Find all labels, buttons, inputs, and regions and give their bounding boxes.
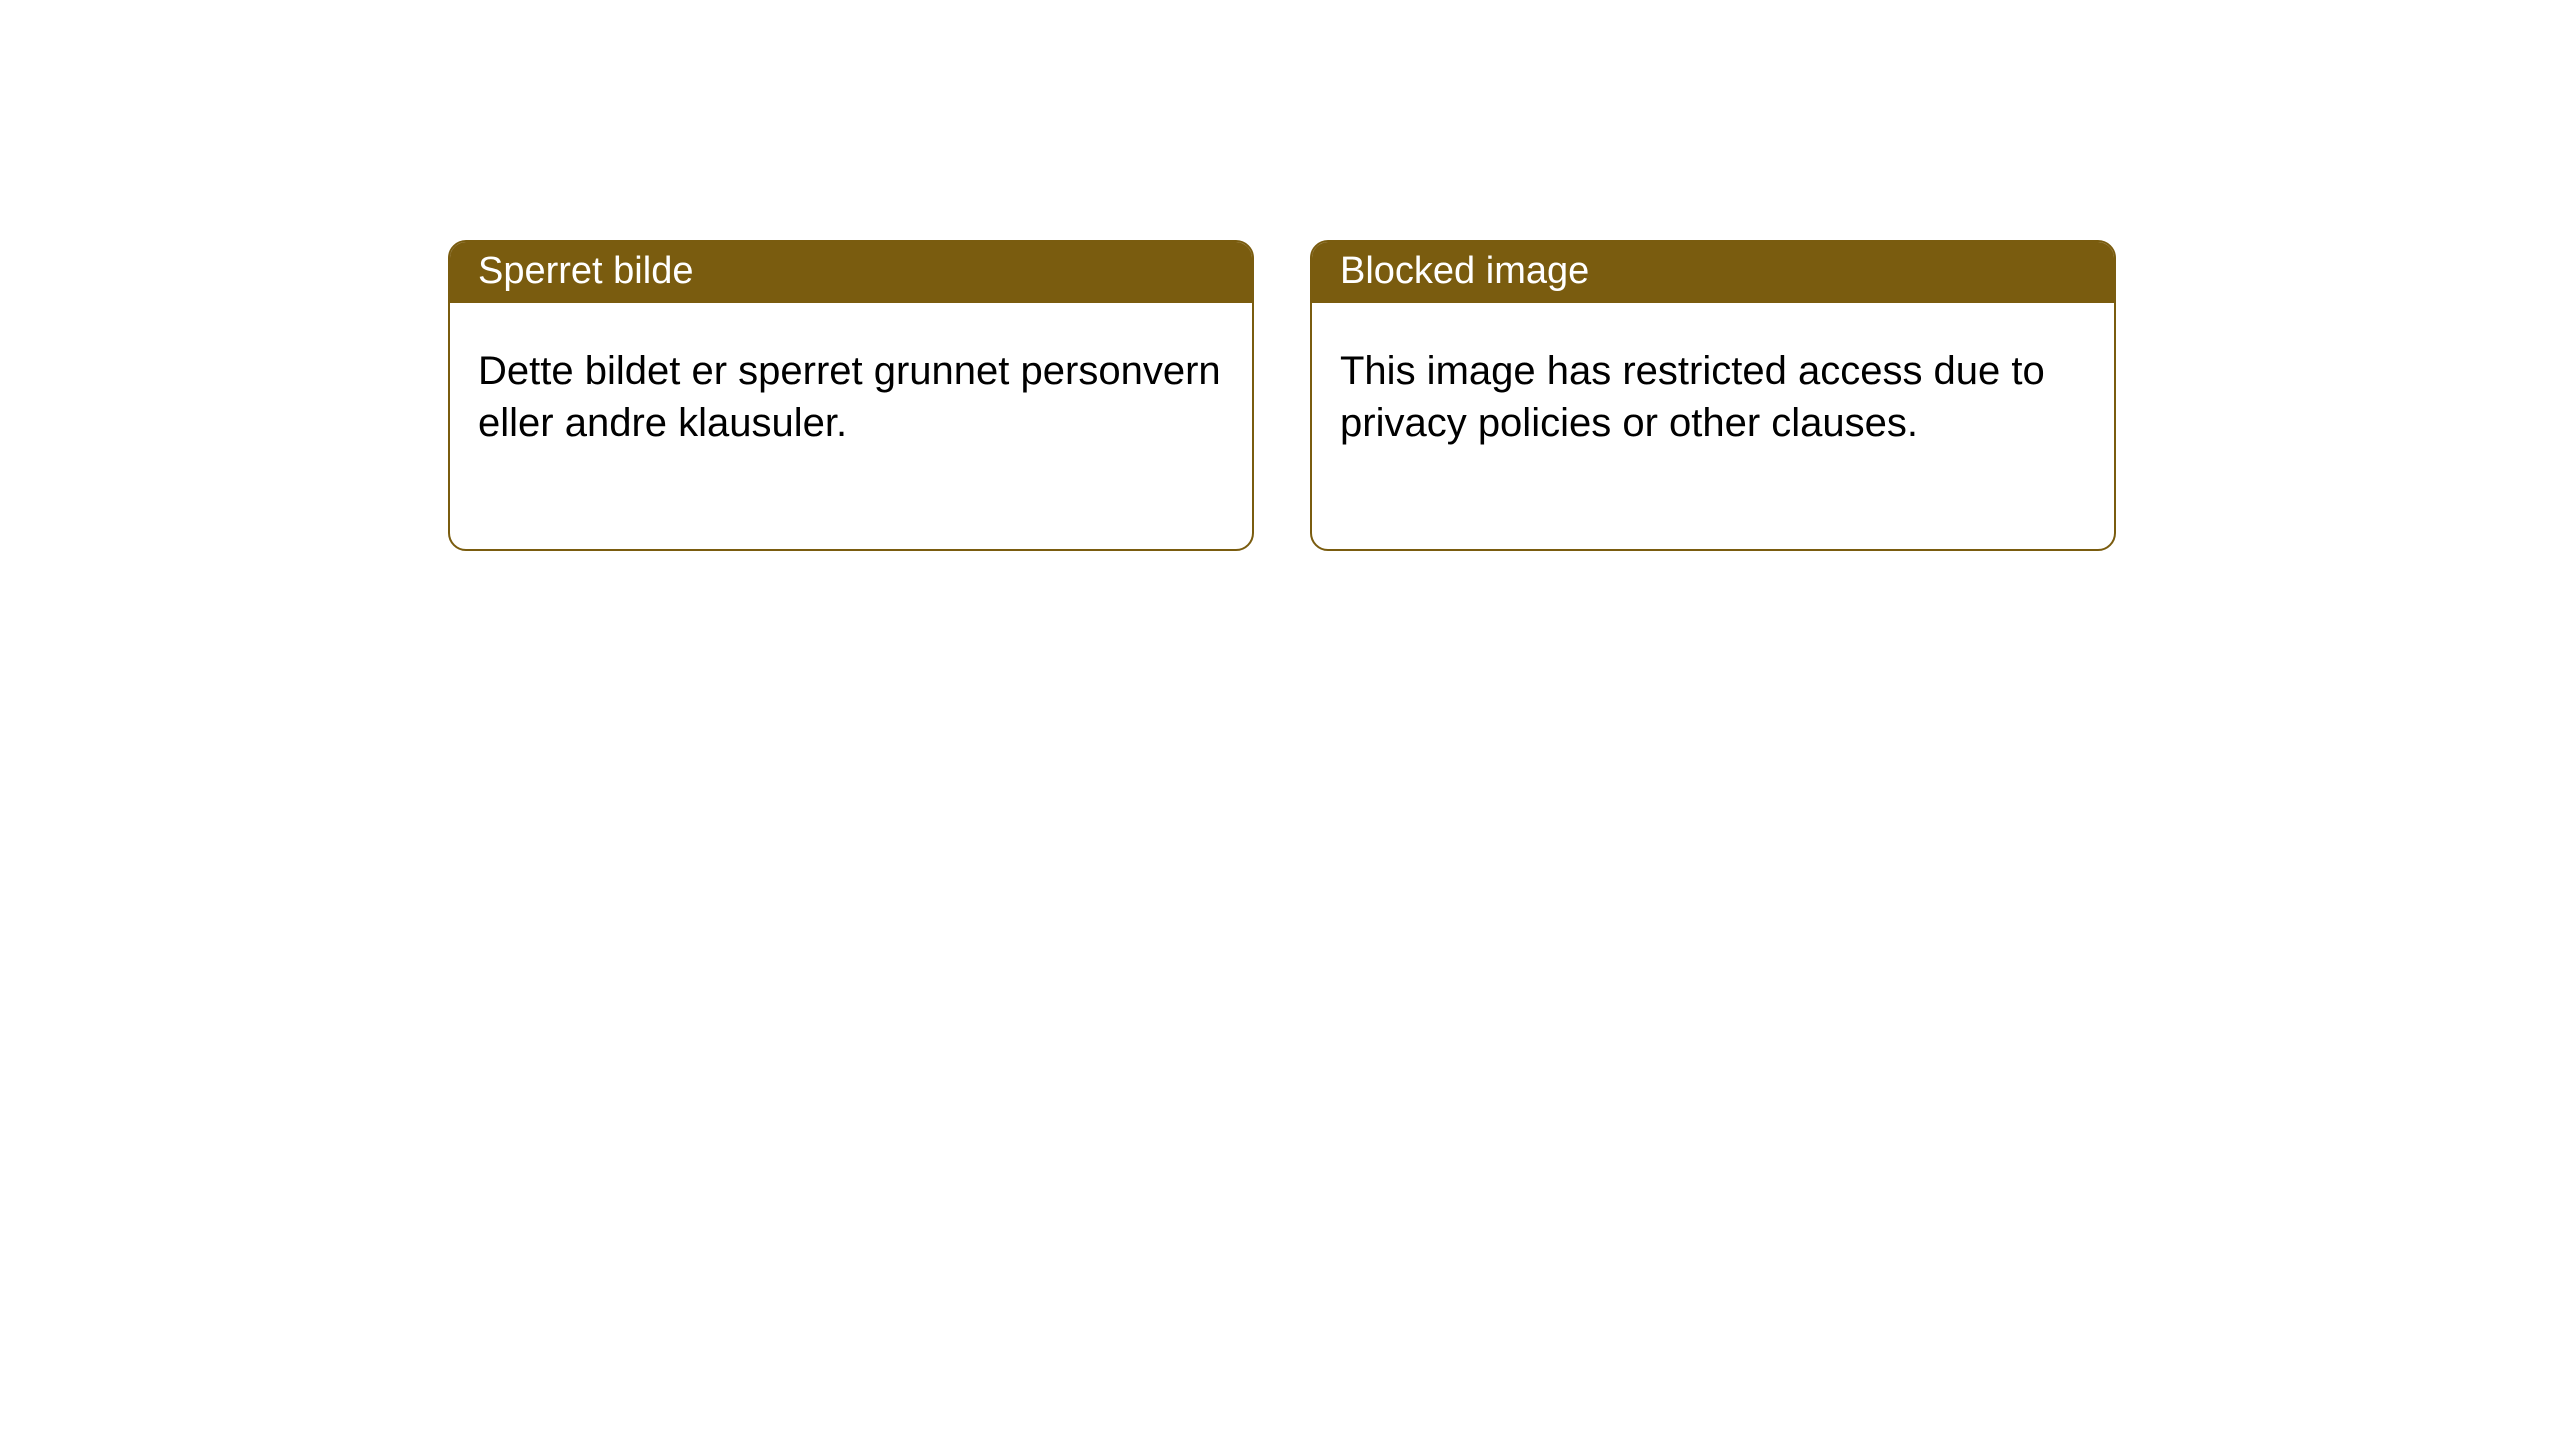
card-body: Dette bildet er sperret grunnet personve… (450, 303, 1252, 549)
card-header: Sperret bilde (450, 242, 1252, 303)
cards-container: Sperret bilde Dette bildet er sperret gr… (0, 0, 2560, 551)
card-header: Blocked image (1312, 242, 2114, 303)
blocked-image-card-en: Blocked image This image has restricted … (1310, 240, 2116, 551)
blocked-image-card-no: Sperret bilde Dette bildet er sperret gr… (448, 240, 1254, 551)
card-body: This image has restricted access due to … (1312, 303, 2114, 549)
